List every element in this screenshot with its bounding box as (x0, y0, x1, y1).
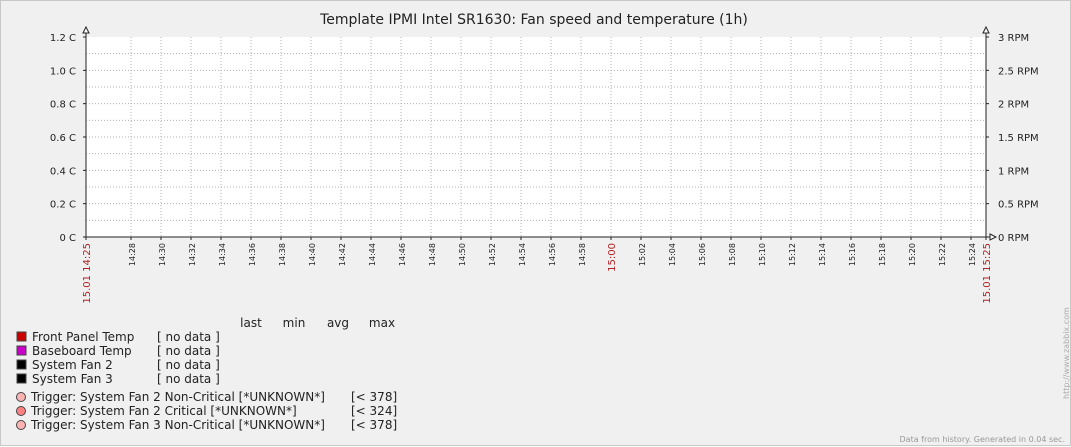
trigger-dot (16, 420, 26, 430)
y-right-tick-label: 2.5 RPM (998, 66, 1039, 77)
x-tick-label: 14:48 (428, 243, 437, 266)
x-arrow-icon (989, 233, 998, 241)
y-right-tick-label: 1 RPM (998, 166, 1029, 177)
x-tick-label: 15:08 (728, 243, 737, 266)
y-left-tick-label: 1.0 C (50, 66, 76, 77)
x-tick-label: 15:18 (878, 243, 887, 266)
x-tick-label: 15:06 (698, 243, 707, 266)
chart-title: Template IPMI Intel SR1630: Fan speed an… (319, 12, 748, 28)
y-right-tick-label: 1.5 RPM (998, 133, 1039, 144)
y-right-tick-label: 2 RPM (998, 100, 1029, 111)
y-right-tick-label: 3 RPM (998, 33, 1029, 44)
x-tick-label: 14:40 (308, 243, 317, 266)
zabbix-watermark: http://www.zabbix.com (1062, 307, 1071, 399)
y-left-tick-label: 0.2 C (50, 200, 76, 211)
y-left-tick-label: 1.2 C (50, 33, 76, 44)
trigger-value: [< 378] (351, 418, 397, 432)
x-tick-label: 14:44 (368, 243, 377, 266)
x-tick-label: 15:14 (818, 243, 827, 266)
legend-header-max: max (369, 316, 395, 330)
x-tick-label: 15:00 (607, 243, 618, 272)
x-tick-label: 15:24 (968, 243, 977, 266)
y-left-ticks: 1.2 C 1.0 C 0.8 C 0.6 C 0.4 C 0.2 C 0 C (50, 33, 86, 244)
x-tick-label: 14:56 (548, 243, 557, 266)
trigger-label: Trigger: System Fan 2 Critical [*UNKNOWN… (30, 404, 297, 418)
y-right-tick-label: 0 RPM (998, 233, 1029, 244)
legend-series-name: Baseboard Temp (32, 344, 132, 358)
y-right-ticks: 3 RPM 2.5 RPM 2 RPM 1.5 RPM 1 RPM 0.5 RPM 0 RP… (986, 33, 1039, 244)
grid-layer (86, 37, 986, 237)
x-tick-label: 14:42 (338, 243, 347, 266)
y-left-tick-label: 0.8 C (50, 100, 76, 111)
trigger-value: [< 378] (351, 390, 397, 404)
trigger-label: Trigger: System Fan 2 Non-Critical [*UNK… (30, 390, 325, 404)
legend-series-name: Front Panel Temp (32, 330, 134, 344)
legend-swatch (16, 331, 27, 342)
x-ticks: 15.01 14:25 14:28 14:30 14:32 14:34 14:36 14:3… (82, 237, 993, 304)
y-left-tick-label: 0.6 C (50, 133, 76, 144)
trigger-dot (16, 406, 26, 416)
x-tick-label: 15:16 (848, 243, 857, 266)
generated-footer: Data from history. Generated in 0.04 sec… (900, 435, 1065, 444)
x-tick-label: 15.01 14:25 (82, 243, 93, 304)
x-tick-label: 15:12 (788, 243, 797, 266)
legend-series-name: System Fan 2 (32, 358, 113, 372)
x-tick-label: 15.01 15:25 (982, 243, 993, 304)
x-tick-label: 14:58 (578, 243, 587, 266)
y-left-tick-label: 0.4 C (50, 166, 76, 177)
legend-header-last: last (240, 316, 262, 330)
legend-header-avg: avg (327, 316, 349, 330)
x-tick-label: 14:36 (248, 243, 257, 266)
y-left-arrow-icon (82, 25, 90, 34)
x-tick-label: 15:04 (668, 243, 677, 266)
legend: last min avg max Front Panel Temp [ no da… (16, 316, 397, 432)
legend-series-status: [ no data ] (157, 358, 220, 372)
legend-series-name: System Fan 3 (32, 372, 113, 386)
trigger-label: Trigger: System Fan 3 Non-Critical [*UNK… (30, 418, 325, 432)
legend-swatch (16, 359, 27, 370)
trigger-value: [< 324] (351, 404, 397, 418)
x-tick-label: 14:54 (518, 243, 527, 266)
x-tick-label: 14:34 (218, 243, 227, 266)
legend-series-status: [ no data ] (157, 372, 220, 386)
x-tick-label: 14:50 (458, 243, 467, 266)
legend-series-status: [ no data ] (157, 344, 220, 358)
x-tick-label: 14:32 (188, 243, 197, 266)
x-tick-label: 15:22 (938, 243, 947, 266)
y-left-tick-label: 0 C (59, 233, 76, 244)
x-tick-label: 15:02 (638, 243, 647, 266)
x-tick-label: 14:52 (488, 243, 497, 266)
y-right-arrow-icon (982, 25, 990, 34)
x-tick-label: 14:28 (128, 243, 137, 266)
y-right-tick-label: 0.5 RPM (998, 200, 1039, 211)
legend-swatch (16, 373, 27, 384)
trigger-dot (16, 392, 26, 402)
x-tick-label: 15:20 (908, 243, 917, 266)
legend-series-status: [ no data ] (157, 330, 220, 344)
legend-header-min: min (283, 316, 306, 330)
x-tick-label: 14:46 (398, 243, 407, 266)
x-tick-label: 15:10 (758, 243, 767, 266)
x-tick-label: 14:38 (278, 243, 287, 266)
x-tick-label: 14:30 (158, 243, 167, 266)
legend-swatch (16, 345, 27, 356)
axis-layer (82, 25, 998, 241)
